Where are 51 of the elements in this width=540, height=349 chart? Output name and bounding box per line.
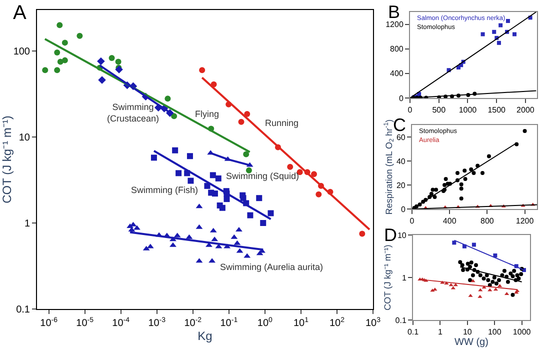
x-tick-label: 1000 xyxy=(458,106,478,115)
y-tick-label: 400 xyxy=(390,69,404,78)
y-tick-label: 100 xyxy=(13,46,30,58)
x-tick-label: 0 xyxy=(410,216,415,226)
x-tick-label: 1200 xyxy=(516,216,534,226)
chart-title: B xyxy=(388,2,400,22)
x-tick-label: 100 xyxy=(488,328,502,337)
annotation: Flying xyxy=(195,109,220,119)
x-tick-label: 400 xyxy=(442,216,457,226)
x-tick-label: 10$^{3}$ xyxy=(365,316,381,329)
x-tick-label: 10$^{-5}$ xyxy=(76,316,94,329)
x-tick-label: 1500 xyxy=(488,106,506,115)
x-axis-title: WW (g) xyxy=(454,337,488,348)
x-tick-label: 1000 xyxy=(512,328,532,337)
y-tick-label: 800 xyxy=(390,44,404,54)
y-axis-title: COT (J kg⁻¹ m⁻¹) xyxy=(382,244,393,310)
x-tick-label: 10$^{1}$ xyxy=(293,316,309,329)
y-axis-title: COT (J kg⁻¹ m⁻¹) xyxy=(0,116,14,204)
x-tick-label: 0.1 xyxy=(407,328,420,337)
y-tick-label: 20 xyxy=(396,180,406,190)
x-tick-label: 500 xyxy=(432,106,446,115)
x-tick-label: 10$^{0}$ xyxy=(257,316,273,329)
x-tick-label: 0 xyxy=(408,106,413,115)
x-axis-title: Kg xyxy=(198,329,212,343)
x-tick-label: 10$^{-2}$ xyxy=(184,316,202,329)
y-tick-label: 10 xyxy=(18,132,30,144)
annotation: Running xyxy=(265,118,299,128)
y-tick-label: 10 xyxy=(397,230,407,240)
annotation: Swimming (Aurelia aurita) xyxy=(220,262,324,272)
y-tick-label: 40 xyxy=(396,156,406,166)
x-tick-label: 2000 xyxy=(516,106,535,115)
x-tick-label: 10$^{2}$ xyxy=(329,316,345,329)
x-tick-label: 10$^{-3}$ xyxy=(148,316,166,329)
y-tick-label: 0.1 xyxy=(16,304,30,316)
y-tick-label: 1200 xyxy=(386,20,404,30)
y-tick-label: 0 xyxy=(398,94,404,103)
x-tick-label: 1 xyxy=(438,328,443,337)
x-tick-label: 10$^{-6}$ xyxy=(40,316,58,329)
x-tick-label: 10$^{-1}$ xyxy=(220,316,238,329)
chart-title: D xyxy=(384,225,397,245)
annotation: Swimming (Squid) xyxy=(226,171,300,181)
y-tick-label: 60 xyxy=(396,132,406,142)
chart-title: A xyxy=(13,2,27,24)
chart-title: C xyxy=(393,115,406,135)
annotation: Swimming (Crustacean) xyxy=(107,102,160,124)
x-tick-label: 10 xyxy=(462,328,472,337)
y-tick-label: 1 xyxy=(402,273,407,282)
annotation: Swimming (Fish) xyxy=(131,185,198,195)
y-tick-label: 0 xyxy=(400,204,406,214)
x-tick-label: 800 xyxy=(480,216,494,226)
x-tick-label: 10$^{-4}$ xyxy=(112,316,130,329)
